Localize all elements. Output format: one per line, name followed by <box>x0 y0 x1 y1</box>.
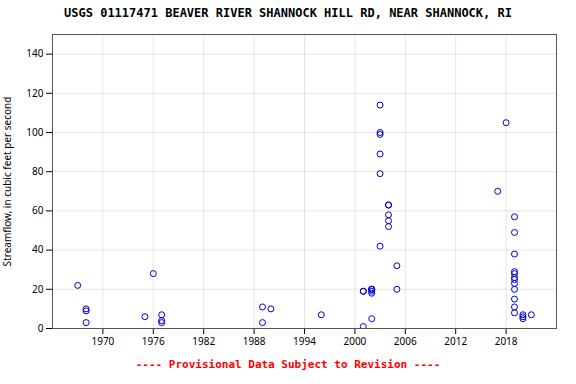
svg-text:1976: 1976 <box>142 334 165 348</box>
svg-text:1988: 1988 <box>243 334 266 348</box>
svg-text:60: 60 <box>32 203 44 217</box>
svg-text:80: 80 <box>32 164 44 178</box>
svg-text:20: 20 <box>32 282 44 296</box>
svg-text:100: 100 <box>26 125 43 139</box>
svg-text:140: 140 <box>26 46 43 60</box>
html-text:---- Provisional Data Subject: ---- Provisional Data Subject to Revisio… <box>135 358 441 371</box>
svg-text:40: 40 <box>32 242 44 256</box>
svg-text:2018: 2018 <box>495 334 518 348</box>
svg-text:0: 0 <box>38 321 44 335</box>
svg-text:1994: 1994 <box>293 334 316 348</box>
svg-text:2000: 2000 <box>343 334 366 348</box>
svg-text:120: 120 <box>26 86 43 100</box>
svg-text:2006: 2006 <box>394 334 417 348</box>
svg-text:Streamflow, in cubic feet per: Streamflow, in cubic feet per second <box>0 97 14 267</box>
svg-text:2012: 2012 <box>444 334 467 348</box>
svg-text:1970: 1970 <box>91 334 114 348</box>
html-text:USGS 01117471 BEAVER RIVER SHA: USGS 01117471 BEAVER RIVER SHANNOCK HILL… <box>64 6 512 20</box>
svg-text:1982: 1982 <box>192 334 215 348</box>
